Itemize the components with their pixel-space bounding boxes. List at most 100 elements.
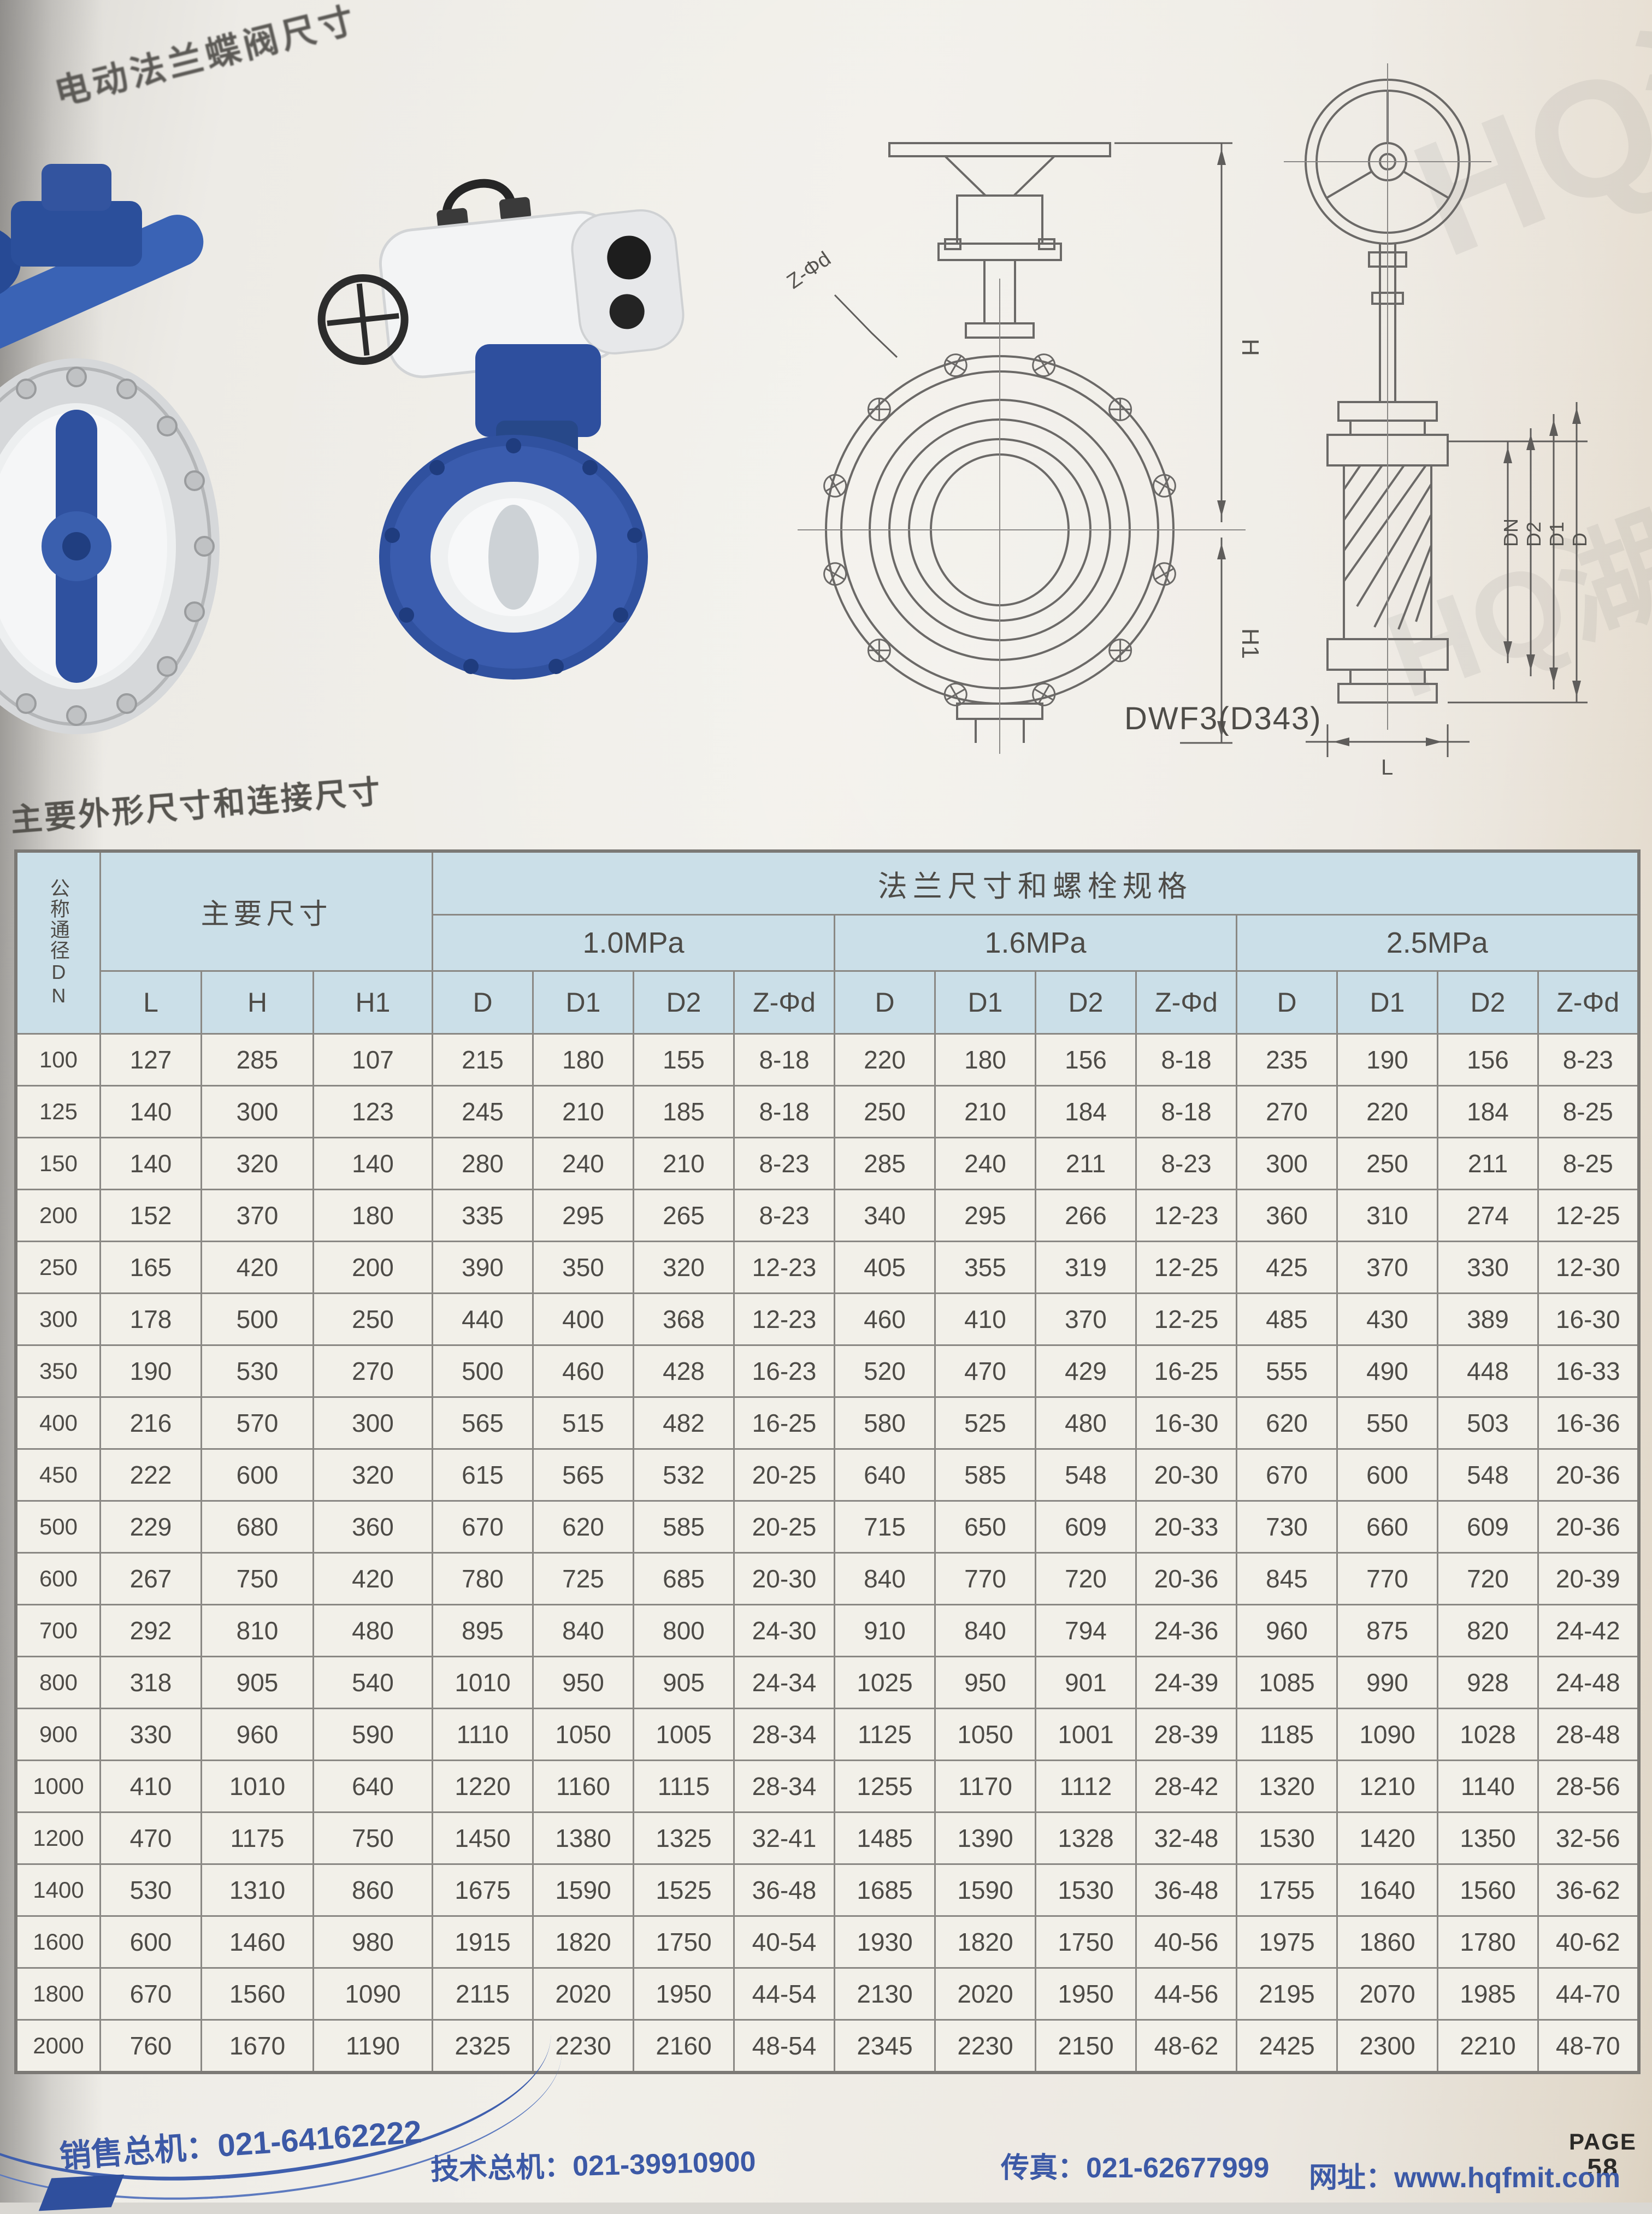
table-cell: 215 [433,1034,533,1086]
table-cell: 600 [202,1449,314,1501]
table-cell: 670 [1237,1449,1337,1501]
table-cell: 350 [533,1242,634,1294]
table-cell: 270 [314,1345,433,1397]
column-header: Z-Φd [1136,971,1237,1034]
table-cell: 184 [1036,1086,1136,1138]
table-cell: 480 [314,1605,433,1657]
table-cell: 960 [202,1709,314,1761]
column-header: D1 [533,971,634,1034]
dim-label-d: D [1568,533,1591,547]
table-cell: 16-36 [1538,1397,1639,1449]
fax-number: 传真：021-62677999 [1001,2145,1269,2186]
table-cell: 123 [314,1086,433,1138]
table-cell: 12-25 [1136,1294,1237,1345]
table-cell: 28-34 [734,1761,835,1812]
table-cell: 8-18 [734,1086,835,1138]
table-cell: 548 [1036,1449,1136,1501]
dn-cell: 900 [16,1709,101,1761]
table-cell: 20-36 [1136,1553,1237,1605]
table-cell: 715 [835,1501,935,1553]
table-cell: 1185 [1237,1709,1337,1761]
table-cell: 895 [433,1605,533,1657]
table-cell: 680 [202,1501,314,1553]
table-cell: 210 [634,1138,734,1190]
table-cell: 750 [202,1553,314,1605]
table-cell: 1860 [1337,1916,1438,1968]
table-cell: 24-36 [1136,1605,1237,1657]
table-cell: 1320 [1237,1761,1337,1812]
table-cell: 320 [202,1138,314,1190]
table-cell: 490 [1337,1345,1438,1397]
page-badge-label: PAGE [1569,2129,1637,2154]
table-cell: 320 [314,1449,433,1501]
table-cell: 48-54 [734,2020,835,2073]
pressure-header: 2.5MPa [1237,915,1639,971]
drawing-side-view: DN D2 D1 D L [1273,52,1650,787]
table-cell: 370 [1337,1242,1438,1294]
table-cell: 36-62 [1538,1864,1639,1916]
column-header: H [202,971,314,1034]
table-cell: 368 [634,1294,734,1345]
dn-cell: 150 [16,1138,101,1190]
table-cell: 107 [314,1034,433,1086]
table-cell: 250 [835,1086,935,1138]
column-header: D2 [1036,971,1136,1034]
table-cell: 184 [1438,1086,1538,1138]
table-cell: 155 [634,1034,734,1086]
table-cell: 274 [1438,1190,1538,1242]
dn-cell: 1000 [16,1761,101,1812]
drawing-front-view: H H1 Z-Φd [765,115,1267,776]
table-cell: 360 [314,1501,433,1553]
table-cell: 140 [101,1138,202,1190]
table-cell: 1950 [634,1968,734,2020]
table-cell: 250 [1337,1138,1438,1190]
table-cell: 40-56 [1136,1916,1237,1968]
table-cell: 565 [533,1449,634,1501]
table-cell: 180 [314,1190,433,1242]
table-cell: 1560 [1438,1864,1538,1916]
table-cell: 127 [101,1034,202,1086]
table-cell: 1390 [935,1812,1036,1864]
table-cell: 300 [1237,1138,1337,1190]
table-cell: 530 [202,1345,314,1397]
table-cell: 520 [835,1345,935,1397]
table-cell: 503 [1438,1397,1538,1449]
table-cell: 1025 [835,1657,935,1709]
table-cell: 770 [935,1553,1036,1605]
table-cell: 910 [835,1605,935,1657]
column-header: L [101,971,202,1034]
table-cell: 960 [1237,1605,1337,1657]
fax-value: 021-62677999 [1086,2152,1269,2184]
column-header: Z-Φd [734,971,835,1034]
valve-photo-actuator [295,164,809,699]
table-cell: 720 [1036,1553,1136,1605]
table-cell: 525 [935,1397,1036,1449]
table-cell: 292 [101,1605,202,1657]
table-cell: 216 [101,1397,202,1449]
table-cell: 165 [101,1242,202,1294]
table-cell: 540 [314,1657,433,1709]
table-cell: 425 [1237,1242,1337,1294]
table-cell: 8-23 [734,1138,835,1190]
table-cell: 36-48 [1136,1864,1237,1916]
table-cell: 609 [1036,1501,1136,1553]
table-cell: 180 [935,1034,1036,1086]
table-cell: 928 [1438,1657,1538,1709]
table-cell: 565 [433,1397,533,1449]
table-cell: 8-18 [734,1034,835,1086]
table-cell: 270 [1237,1086,1337,1138]
table-cell: 300 [314,1397,433,1449]
table-cell: 1950 [1036,1968,1136,2020]
table-cell: 430 [1337,1294,1438,1345]
table-cell: 2230 [935,2020,1036,2073]
table-cell: 8-25 [1538,1086,1639,1138]
table-cell: 20-36 [1538,1449,1639,1501]
